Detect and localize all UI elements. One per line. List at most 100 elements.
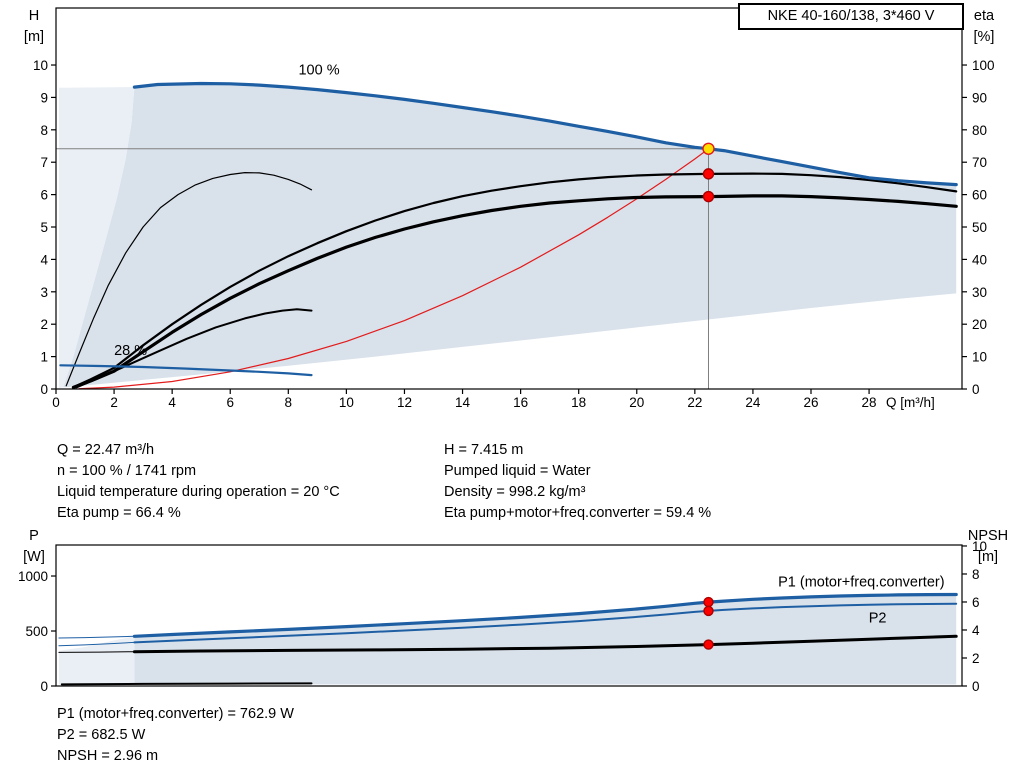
y-left-tick-label: 4 bbox=[40, 252, 48, 267]
info-line-speed: n = 100 % / 1741 rpm bbox=[57, 463, 197, 479]
power-envelope bbox=[134, 594, 957, 685]
x-tick-label: 24 bbox=[745, 395, 761, 410]
x-tick-label: 8 bbox=[285, 395, 293, 410]
y-right-tick-label: 2 bbox=[972, 651, 980, 666]
eta-total-curve bbox=[71, 194, 958, 389]
y-left-axis-title: H bbox=[29, 8, 39, 24]
y-left-tick-label: 3 bbox=[40, 285, 48, 300]
p2-extension bbox=[58, 641, 135, 647]
info-line-p2: P2 = 682.5 W bbox=[57, 727, 146, 743]
y-left-tick-label: 8 bbox=[40, 123, 48, 138]
y-right-tick-label: 40 bbox=[972, 252, 987, 267]
low-flow-region bbox=[58, 87, 135, 388]
x-tick-label: 2 bbox=[110, 395, 118, 410]
speed-label-100: 100 % bbox=[298, 63, 339, 79]
y-left-tick-label: 5 bbox=[40, 220, 48, 235]
x-axis-title: Q [m³/h] bbox=[886, 395, 935, 410]
y-left-axis-title: P bbox=[29, 528, 39, 544]
info-line-eta-pump: Eta pump = 66.4 % bbox=[57, 505, 181, 521]
p2-curve bbox=[133, 602, 958, 644]
duty-point bbox=[702, 142, 715, 155]
p2-curve-label: P2 bbox=[869, 610, 887, 626]
y-left-tick-label: 0 bbox=[40, 679, 48, 694]
speed-label-28: 28 % bbox=[114, 343, 147, 359]
info-line-density: Density = 998.2 kg/m³ bbox=[444, 484, 586, 500]
y-right-tick-label: 6 bbox=[972, 595, 980, 610]
y-right-tick-label: 10 bbox=[972, 350, 987, 365]
head-curve-28pct bbox=[59, 364, 313, 377]
x-tick-label: 26 bbox=[803, 395, 818, 410]
x-tick-label: 12 bbox=[397, 395, 412, 410]
y-left-tick-label: 6 bbox=[40, 188, 48, 203]
info-line-liquid: Pumped liquid = Water bbox=[444, 463, 591, 479]
y-right-tick-label: 60 bbox=[972, 188, 987, 203]
x-tick-label: 14 bbox=[455, 395, 471, 410]
eta-curve-reduced-speed bbox=[65, 172, 313, 387]
p1-extension bbox=[58, 635, 135, 639]
y-left-tick-label: 10 bbox=[33, 58, 48, 73]
pump-model-title: NKE 40-160/138, 3*460 V bbox=[738, 3, 964, 30]
eta-pump-curve bbox=[72, 172, 958, 389]
y-right-tick-label: 90 bbox=[972, 90, 987, 105]
p2-point bbox=[703, 605, 714, 617]
x-tick-label: 20 bbox=[629, 395, 644, 410]
info-line-flow: Q = 22.47 m³/h bbox=[57, 442, 155, 458]
y-left-tick-label: 9 bbox=[40, 90, 48, 105]
y-right-tick-label: 80 bbox=[972, 123, 987, 138]
x-tick-label: 18 bbox=[571, 395, 586, 410]
plot-frame bbox=[55, 7, 963, 390]
y-left-tick-label: 0 bbox=[40, 382, 48, 397]
y-left-tick-label: 2 bbox=[40, 317, 48, 332]
p1-curve-label: P1 (motor+freq.converter) bbox=[778, 574, 944, 590]
y-left-tick-label: 7 bbox=[40, 155, 48, 170]
p1-curve bbox=[132, 592, 958, 638]
info-line-p1: P1 (motor+freq.converter) = 762.9 W bbox=[57, 706, 294, 722]
y-left-axis-unit: [W] bbox=[23, 549, 45, 565]
y-right-tick-label: 100 bbox=[972, 58, 995, 73]
y-right-tick-label: 0 bbox=[972, 679, 980, 694]
x-tick-label: 6 bbox=[226, 395, 234, 410]
x-tick-label: 4 bbox=[168, 395, 176, 410]
y-right-tick-label: 70 bbox=[972, 155, 987, 170]
y-right-tick-label: 50 bbox=[972, 220, 987, 235]
x-tick-label: 22 bbox=[687, 395, 702, 410]
npsh-point bbox=[703, 639, 714, 650]
y-right-axis-unit: [%] bbox=[974, 29, 995, 45]
y-left-tick-label: 1 bbox=[40, 350, 48, 365]
y-left-tick-label: 1000 bbox=[18, 569, 48, 584]
power-info-column: P1 (motor+freq.converter) = 762.9 W P2 =… bbox=[57, 704, 294, 767]
min-speed-power-curve bbox=[60, 682, 313, 686]
y-right-axis-unit: [m] bbox=[978, 549, 998, 565]
operating-envelope bbox=[63, 83, 957, 388]
y-left-tick-label: 500 bbox=[25, 624, 48, 639]
y-right-tick-label: 20 bbox=[972, 317, 987, 332]
y-right-tick-label: 30 bbox=[972, 285, 987, 300]
y-right-tick-label: 4 bbox=[972, 623, 980, 638]
y-right-tick-label: 0 bbox=[972, 382, 980, 397]
p1-point bbox=[703, 596, 714, 608]
npsh-curve bbox=[132, 634, 958, 654]
duty-info-right-column: H = 7.415 m Pumped liquid = Water Densit… bbox=[444, 440, 711, 524]
duty-info-left-column: Q = 22.47 m³/h n = 100 % / 1741 rpm Liqu… bbox=[57, 440, 340, 524]
eta-pump-point bbox=[702, 168, 715, 180]
x-tick-label: 16 bbox=[513, 395, 528, 410]
x-tick-label: 28 bbox=[862, 395, 877, 410]
y-right-tick-label: 10 bbox=[972, 539, 987, 554]
eta-total-point bbox=[702, 190, 715, 203]
x-tick-label: 0 bbox=[52, 395, 60, 410]
system-curve bbox=[78, 148, 710, 390]
info-line-head: H = 7.415 m bbox=[444, 442, 524, 458]
x-tick-label: 10 bbox=[339, 395, 354, 410]
y-left-axis-unit: [m] bbox=[24, 29, 44, 45]
info-line-temperature: Liquid temperature during operation = 20… bbox=[57, 484, 340, 500]
y-right-axis-title: eta bbox=[974, 8, 995, 24]
plot-frame bbox=[55, 544, 963, 687]
y-right-axis-title: NPSH bbox=[968, 528, 1008, 544]
y-right-tick-label: 8 bbox=[972, 567, 980, 582]
info-line-npsh: NPSH = 2.96 m bbox=[57, 748, 159, 764]
head-curve-100pct bbox=[132, 81, 958, 187]
npsh-extension bbox=[58, 651, 135, 653]
info-line-eta-total: Eta pump+motor+freq.converter = 59.4 % bbox=[444, 505, 712, 521]
